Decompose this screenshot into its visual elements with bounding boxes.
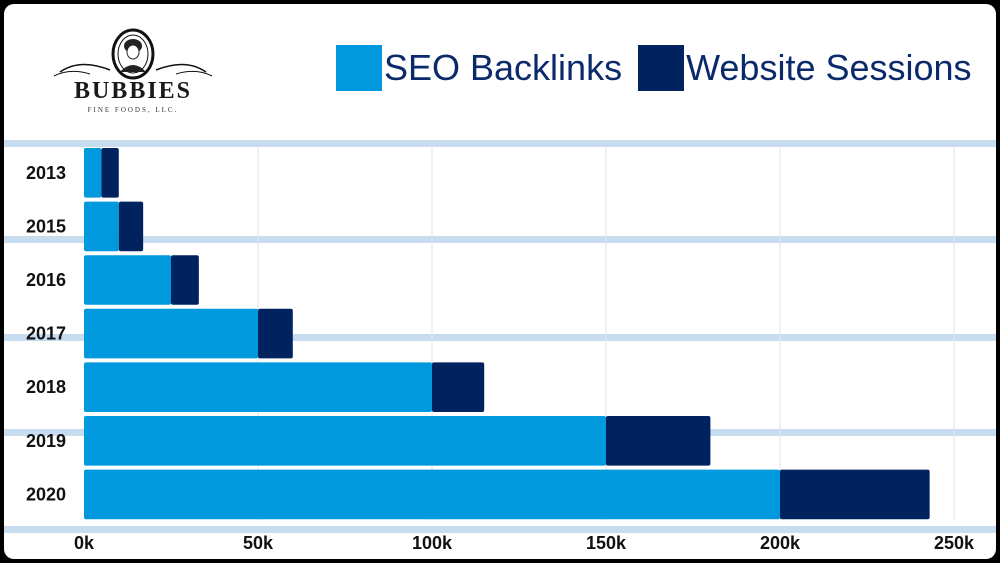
- legend-item-website-sessions: Website Sessions: [638, 45, 972, 91]
- legend-label-seo-backlinks: SEO Backlinks: [384, 47, 623, 88]
- bar-website-sessions-2013: [101, 148, 119, 198]
- bar-seo-backlinks-2017: [84, 308, 258, 359]
- chart-legend: SEO Backlinks Website Sessions: [336, 44, 988, 92]
- y-tick-label: 2020: [26, 484, 66, 504]
- bar-seo-backlinks-2016: [84, 255, 171, 305]
- y-tick-label: 2015: [26, 216, 66, 236]
- portrait-icon: [53, 28, 213, 80]
- bar-website-sessions-2016: [171, 255, 199, 305]
- legend-item-seo-backlinks: SEO Backlinks: [336, 45, 622, 91]
- legend-swatch-seo-backlinks: [336, 45, 382, 91]
- bar-seo-backlinks-2019: [84, 416, 606, 466]
- bar-seo-backlinks-2020: [84, 469, 780, 520]
- x-tick-label: 0k: [74, 533, 95, 553]
- bar-website-sessions-2020: [780, 469, 930, 520]
- y-tick-label: 2017: [26, 324, 66, 344]
- band-line: [4, 140, 996, 147]
- legend-label-website-sessions: Website Sessions: [686, 47, 972, 88]
- x-tick-label: 150k: [586, 533, 627, 553]
- band-line: [4, 236, 996, 243]
- bar-seo-backlinks-2013: [84, 148, 102, 198]
- x-tick-label: 100k: [412, 533, 453, 553]
- x-tick-label: 50k: [243, 533, 274, 553]
- bubbies-logo: BUBBIES FINE FOODS, LLC.: [50, 28, 216, 118]
- band-line: [4, 526, 996, 533]
- bar-seo-backlinks-2015: [84, 201, 119, 252]
- logo-brand: BUBBIES: [73, 78, 193, 104]
- y-tick-label: 2013: [26, 163, 66, 183]
- bar-website-sessions-2015: [118, 201, 144, 252]
- band-line: [4, 334, 996, 341]
- legend-swatch-website-sessions: [638, 45, 685, 91]
- y-tick-label: 2016: [26, 270, 66, 290]
- y-tick-label: 2018: [26, 377, 66, 397]
- x-tick-label: 250k: [934, 533, 975, 553]
- bar-website-sessions-2018: [432, 362, 485, 412]
- bar-seo-backlinks-2018: [84, 362, 432, 412]
- bar-website-sessions-2017: [258, 308, 293, 359]
- x-tick-label: 200k: [760, 533, 801, 553]
- y-tick-label: 2019: [26, 431, 66, 451]
- bar-website-sessions-2019: [606, 416, 711, 466]
- logo-subtitle: FINE FOODS, LLC.: [87, 106, 179, 114]
